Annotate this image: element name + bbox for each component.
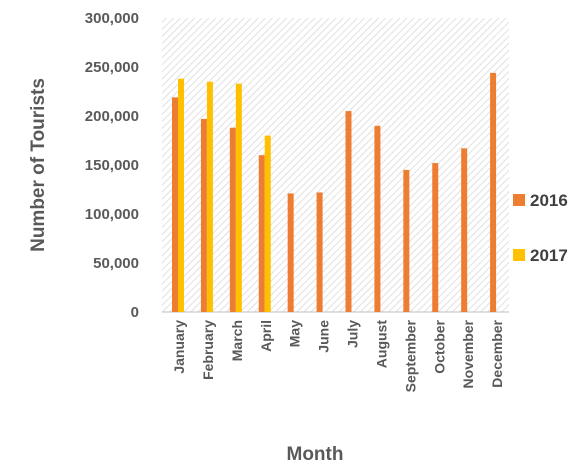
- bar-2017-april: [264, 135, 271, 312]
- legend-swatch-2016: [513, 194, 525, 206]
- y-tick-label: 250,000: [85, 59, 139, 76]
- bar-2016-january: [172, 97, 178, 312]
- bar-2016-august: [374, 125, 381, 312]
- bar-2016-february: [200, 118, 207, 312]
- x-tick-label: August: [373, 320, 389, 369]
- bars: [172, 72, 497, 312]
- x-tick-label: February: [200, 320, 216, 380]
- legend-swatch-2017: [513, 249, 525, 261]
- bar-2016-may: [287, 193, 294, 312]
- y-axis-title: Number of Tourists: [28, 78, 49, 252]
- x-tick-label: June: [316, 320, 332, 353]
- bar-2016-october: [432, 163, 439, 312]
- y-axis-ticks: 0 50,000 100,000 150,000 200,000 250,000 300,0…: [85, 10, 139, 321]
- legend-label-2016: 2016: [530, 191, 568, 210]
- bar-2016-march: [229, 127, 236, 312]
- x-tick-label: September: [402, 319, 418, 392]
- x-tick-label: July: [345, 320, 361, 348]
- y-tick-label: 50,000: [93, 255, 139, 272]
- x-tick-label: November: [460, 319, 476, 388]
- bar-2016-november: [461, 148, 468, 312]
- bar-2016-april: [258, 155, 265, 312]
- x-tick-label: January: [171, 320, 187, 374]
- y-tick-label: 300,000: [85, 10, 139, 27]
- bar-2016-september: [403, 169, 410, 312]
- x-axis-labels: January February March April May June July Augu…: [171, 319, 505, 392]
- bar-2017-february: [206, 81, 213, 312]
- plot-area: [162, 18, 509, 312]
- legend-label-2017: 2017: [530, 246, 568, 265]
- y-tick-label: 150,000: [85, 157, 139, 174]
- legend: 2016 2017: [513, 191, 568, 265]
- x-tick-label: October: [431, 319, 447, 373]
- x-tick-label: May: [287, 320, 303, 347]
- x-tick-label: March: [229, 320, 245, 361]
- bar-2016-june: [316, 192, 323, 312]
- bar-2017-march: [235, 83, 242, 312]
- x-tick-label: April: [258, 320, 274, 352]
- bar-2016-july: [345, 111, 352, 312]
- x-axis-title: Month: [287, 444, 344, 465]
- x-tick-label: December: [489, 319, 505, 387]
- bar-2016-december: [490, 72, 497, 312]
- bar-2017-january: [178, 78, 184, 312]
- y-tick-label: 200,000: [85, 108, 139, 125]
- y-tick-label: 0: [131, 304, 139, 321]
- y-tick-label: 100,000: [85, 206, 139, 223]
